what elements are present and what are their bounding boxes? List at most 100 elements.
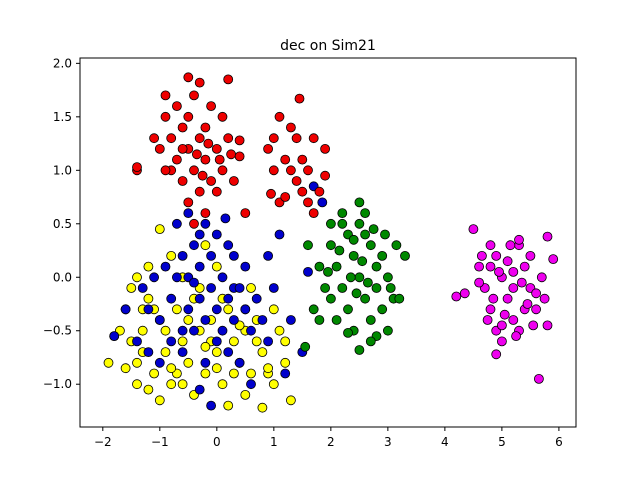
data-point: [280, 336, 291, 347]
data-point: [337, 218, 348, 229]
data-point: [508, 315, 519, 325]
data-point: [217, 379, 228, 390]
data-point: [217, 165, 228, 176]
data-point: [200, 240, 211, 251]
data-point: [183, 357, 194, 368]
x-tick-label: 3: [384, 435, 392, 449]
data-point: [200, 357, 211, 368]
data-point: [149, 133, 160, 144]
data-point: [297, 154, 308, 165]
data-point: [268, 379, 279, 390]
data-point: [325, 293, 336, 304]
data-point: [534, 373, 544, 384]
data-point: [132, 272, 142, 283]
x-tick-label: −1: [151, 435, 169, 449]
data-point: [160, 325, 171, 336]
data-point: [154, 315, 165, 325]
data-point: [183, 208, 194, 219]
data-point: [137, 325, 148, 336]
data-point: [343, 304, 353, 315]
data-point: [160, 90, 171, 101]
data-point: [194, 77, 205, 88]
data-point: [348, 234, 359, 245]
data-point: [314, 315, 325, 325]
data-point: [234, 283, 245, 293]
data-point: [189, 218, 199, 229]
data-point: [211, 336, 222, 347]
data-point: [468, 224, 479, 235]
series-4: [451, 224, 559, 384]
data-point: [183, 111, 194, 122]
data-point: [143, 261, 154, 272]
data-point: [354, 197, 365, 208]
data-point: [166, 133, 177, 144]
data-point: [459, 288, 470, 299]
data-point: [214, 154, 225, 165]
data-point: [120, 363, 131, 374]
data-point: [177, 122, 188, 133]
data-point: [365, 240, 376, 251]
data-point: [280, 154, 291, 165]
data-point: [377, 304, 388, 315]
data-point: [166, 293, 177, 304]
data-point: [519, 261, 530, 272]
data-point: [308, 133, 319, 144]
data-point: [211, 186, 222, 197]
data-point: [177, 176, 188, 186]
data-point: [177, 379, 188, 390]
data-point: [365, 336, 376, 347]
chart-title: dec on Sim21: [280, 38, 376, 54]
data-point: [314, 186, 325, 197]
data-point: [268, 165, 279, 176]
data-point: [345, 272, 356, 283]
data-point: [348, 250, 359, 261]
data-point: [200, 368, 211, 379]
data-point: [171, 304, 182, 315]
data-point: [103, 357, 114, 368]
data-point: [542, 320, 553, 331]
data-point: [314, 261, 325, 272]
data-point: [132, 162, 142, 173]
data-point: [189, 325, 199, 336]
data-point: [491, 349, 502, 360]
data-point: [266, 188, 276, 199]
data-point: [228, 315, 239, 325]
data-point: [160, 165, 171, 176]
data-point: [246, 379, 256, 390]
data-point: [200, 315, 211, 325]
y-tick-label: −0.5: [43, 324, 72, 338]
data-point: [280, 357, 291, 368]
data-point: [226, 149, 237, 160]
data-point: [211, 363, 222, 374]
data-point: [171, 101, 182, 111]
x-axis: −2 −1 0 1 2 3 4 5 6: [94, 427, 563, 449]
data-point: [194, 186, 205, 197]
y-tick-label: 1.5: [53, 110, 72, 124]
data-point: [200, 218, 211, 229]
data-point: [149, 368, 160, 379]
data-point: [220, 213, 231, 224]
data-point: [368, 224, 379, 235]
data-point: [217, 111, 228, 122]
data-point: [522, 299, 533, 309]
data-point: [285, 122, 296, 133]
data-point: [240, 261, 251, 272]
data-point: [240, 304, 251, 315]
data-point: [263, 250, 274, 261]
data-point: [154, 395, 165, 406]
data-point: [391, 240, 402, 251]
data-point: [177, 347, 188, 358]
data-point: [211, 261, 222, 272]
data-point: [357, 256, 368, 267]
x-tick-label: 1: [270, 435, 278, 449]
data-point: [228, 336, 239, 347]
data-point: [189, 165, 199, 176]
data-point: [371, 283, 382, 293]
data-point: [211, 229, 222, 240]
data-point: [257, 347, 268, 358]
data-point: [502, 293, 513, 304]
y-tick-label: −1.0: [43, 377, 72, 391]
data-point: [280, 192, 291, 202]
data-point: [251, 293, 262, 304]
data-point: [223, 240, 234, 251]
